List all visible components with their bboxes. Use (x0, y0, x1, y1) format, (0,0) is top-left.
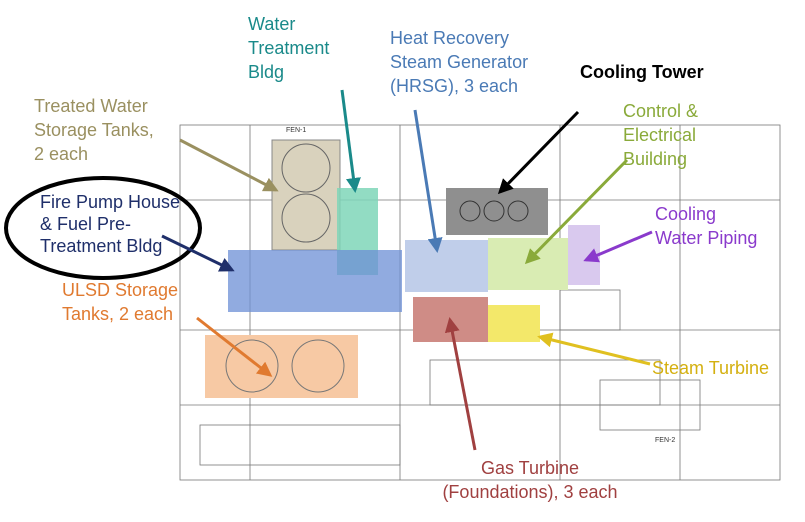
label-line: Treated Water (34, 96, 148, 116)
hrsg (405, 240, 488, 292)
label-line: (Foundations), 3 each (442, 482, 617, 502)
callout-label: Cooling Tower (580, 62, 704, 82)
tank (291, 339, 345, 393)
arrow (340, 89, 361, 193)
callout-label: Gas Turbine (Foundations), 3 each (442, 458, 617, 502)
label-line: Tanks, 2 each (62, 304, 173, 324)
fan (483, 200, 505, 222)
label-line: Cooling (655, 204, 716, 224)
label-line: Steam Generator (390, 52, 528, 72)
equipment-areas (205, 139, 600, 398)
label-line: Treatment (248, 38, 329, 58)
arrow (537, 332, 651, 366)
label-line: Electrical (623, 125, 696, 145)
plan-tag: FEN-1 (286, 127, 306, 134)
label-line: Storage Tanks, (34, 120, 154, 140)
label-line: ULSD Storage (62, 280, 178, 300)
plan-tag: FEN-2 (655, 437, 675, 444)
arrow (179, 138, 279, 192)
fire-pump-house (228, 250, 402, 312)
tank (281, 193, 331, 243)
arrow (161, 234, 235, 272)
arrow (413, 109, 443, 253)
arrow (583, 230, 653, 263)
callout-label: Treated Water Storage Tanks, 2 each (34, 96, 154, 164)
label-line: (HRSG), 3 each (390, 76, 518, 96)
fan (507, 200, 529, 222)
label-line: Control & (623, 101, 698, 121)
callout-label: Fire Pump House & Fuel Pre-Treatment Bldg (40, 192, 180, 256)
arrow (444, 317, 477, 451)
label-line: Water (248, 14, 295, 34)
label-line: Building (623, 149, 687, 169)
callout-label: ULSD Storage Tanks, 2 each (62, 280, 178, 324)
fan (459, 200, 481, 222)
label-line: Treatment Bldg (40, 236, 162, 256)
control-building (488, 238, 568, 290)
arrow (497, 110, 580, 195)
tank (225, 339, 279, 393)
callout-label: Cooling Water Piping (655, 204, 757, 248)
arrow (196, 316, 273, 377)
callout-label: Heat Recovery Steam Generator (HRSG), 3 ea… (390, 28, 528, 96)
label-line: Bldg (248, 62, 284, 82)
steam-turbine (488, 305, 540, 342)
plan-linework (179, 124, 781, 481)
highlight-ellipse (4, 176, 202, 280)
callout-label: Control & Electrical Building (623, 101, 698, 169)
labels: Water Treatment Bldg Heat Recovery Steam Gen… (34, 14, 769, 502)
label-line: Cooling Tower (580, 62, 704, 82)
label-line: Heat Recovery (390, 28, 509, 48)
label-line: Gas Turbine (481, 458, 579, 478)
callout-label: Water Treatment Bldg (248, 14, 329, 82)
arrows (161, 89, 653, 451)
tank (281, 143, 331, 193)
arrow (524, 158, 629, 265)
treated-water-tanks (271, 139, 341, 251)
cooling-tower (446, 188, 548, 235)
label-line: 2 each (34, 144, 88, 164)
label-line: Steam Turbine (652, 358, 769, 378)
ulsd-tanks (205, 335, 358, 398)
label-line: & Fuel Pre- (40, 214, 131, 234)
label-line: Water Piping (655, 228, 757, 248)
label-line: Fire Pump House (40, 192, 180, 212)
callout-label: Steam Turbine (652, 358, 769, 378)
gas-turbine (413, 297, 488, 342)
